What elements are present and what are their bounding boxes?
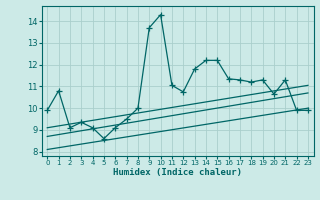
X-axis label: Humidex (Indice chaleur): Humidex (Indice chaleur) — [113, 168, 242, 177]
